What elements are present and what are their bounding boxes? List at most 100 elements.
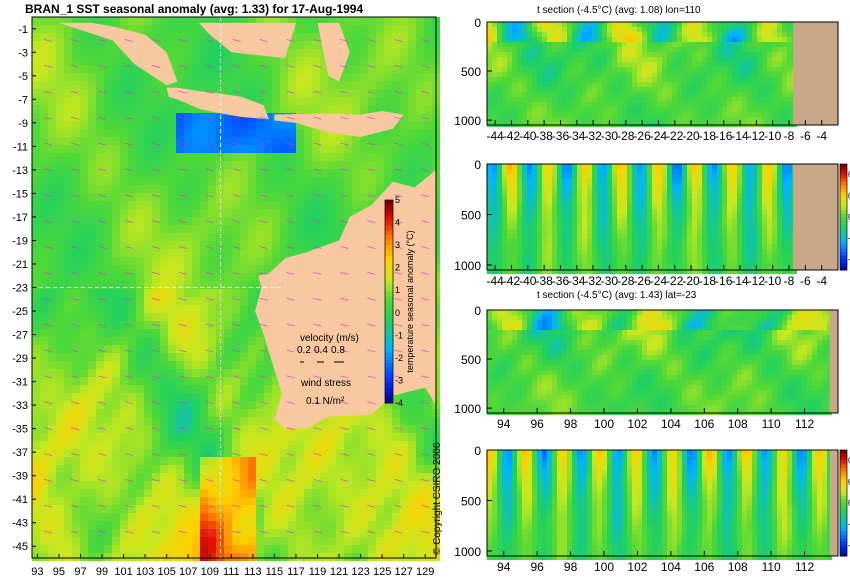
- wind-arrow: [178, 504, 187, 508]
- wind-arrow: [313, 168, 322, 172]
- wind-arrow: [340, 349, 349, 353]
- wind-arrow: [205, 297, 214, 301]
- depth-tick-label: 0: [474, 304, 481, 318]
- wind-arrow: [205, 142, 214, 146]
- wind-arrow: [151, 39, 160, 42]
- lon-tick-label: 97: [74, 566, 86, 578]
- wind-arrow: [205, 478, 214, 482]
- wind-arrow: [178, 142, 187, 146]
- wind-arrow: [97, 478, 107, 482]
- wind-arrow: [44, 116, 53, 120]
- wind-arrow: [232, 297, 241, 301]
- wind-arrow: [232, 271, 241, 275]
- wind-arrow: [97, 116, 107, 120]
- lat-tick-label: -13: [12, 165, 28, 177]
- section-x-tick-label: -38: [535, 129, 553, 143]
- section-x-tick-label: -22: [666, 129, 684, 143]
- wind-arrow: [421, 116, 430, 120]
- depth-tick-label: 1000: [454, 114, 481, 128]
- wind-arrow: [313, 220, 322, 224]
- wind-arrow: [44, 90, 53, 94]
- lon-tick-label: 95: [53, 566, 65, 578]
- lat-tick-label: -1: [18, 24, 28, 36]
- copyright-text: © Copyright CSIRO 2006: [432, 442, 443, 555]
- wind-arrow: [97, 297, 107, 301]
- wind-arrow: [394, 530, 403, 534]
- section-x-tick-label: -32: [584, 274, 602, 288]
- wind-arrow: [232, 530, 241, 534]
- wind-arrow: [124, 427, 134, 431]
- wind-arrow: [232, 116, 241, 120]
- wind-arrow: [259, 65, 268, 68]
- wind-arrow: [340, 323, 349, 327]
- colorbar-tick-label: -2: [395, 353, 403, 363]
- section-field: [487, 22, 797, 127]
- wind-arrow: [124, 297, 134, 301]
- wind-arrow: [205, 453, 214, 456]
- wind-arrow: [286, 39, 295, 42]
- lat-tick-label: -39: [12, 471, 28, 483]
- wind-arrow: [394, 116, 403, 120]
- depth-tick-label: 0: [474, 16, 481, 30]
- section-x-tick-label: 110: [762, 560, 781, 574]
- section-x-tick-label: -34: [568, 129, 586, 143]
- wind-arrow: [421, 375, 430, 379]
- wind-arrow: [340, 427, 349, 431]
- velocity-colorbar-tick: 0.2: [848, 191, 850, 201]
- wind-arrow: [340, 220, 349, 224]
- wind-arrow: [259, 246, 268, 249]
- wind-arrow: [259, 142, 268, 146]
- velocity-colorbar-tick: -0.4: [848, 540, 850, 550]
- wind-arrow: [124, 349, 134, 353]
- wind-arrow: [313, 65, 322, 68]
- wind-arrow: [421, 349, 430, 353]
- section-x-tick-label: -26: [633, 129, 651, 143]
- wind-arrow: [394, 90, 403, 94]
- depth-tick-label: 1000: [454, 402, 481, 416]
- wind-arrow: [367, 246, 376, 249]
- lat-tick-label: -41: [12, 494, 28, 506]
- section-x-tick-label: 96: [530, 560, 544, 574]
- lon-tick-label: 93: [31, 566, 43, 578]
- wind-arrow: [394, 453, 403, 456]
- wind-arrow: [44, 65, 53, 68]
- wind-arrow: [124, 90, 134, 94]
- section-x-tick-label: -36: [552, 274, 570, 288]
- wind-arrow: [286, 453, 295, 456]
- wind-arrow: [178, 116, 187, 120]
- section-x-tick-label: -18: [699, 274, 717, 288]
- wind-arrow: [313, 297, 322, 301]
- wind-arrow: [70, 116, 80, 120]
- wind-arrow: [286, 194, 295, 198]
- wind-arrow: [232, 65, 241, 68]
- wind-arrow: [313, 401, 322, 405]
- wind-arrow: [259, 504, 268, 508]
- wind-arrow: [178, 194, 187, 198]
- wind-arrow: [421, 271, 430, 275]
- wind-arrow: [124, 116, 134, 120]
- wind-arrow: [70, 246, 80, 249]
- wind-legend-value: 0.1 N/m²: [306, 396, 345, 407]
- wind-arrow: [367, 220, 376, 224]
- wind-arrow: [394, 349, 403, 353]
- section-x-tick-label: -36: [552, 129, 570, 143]
- wind-arrow: [232, 453, 241, 456]
- wind-arrow: [259, 453, 268, 456]
- wind-arrow: [367, 142, 376, 146]
- wind-arrow: [340, 530, 349, 534]
- wind-arrow: [44, 246, 53, 249]
- wind-arrow: [340, 401, 349, 405]
- wind-arrow: [313, 90, 322, 94]
- section-x-tick-label: 106: [694, 560, 714, 574]
- wind-arrow: [394, 478, 403, 482]
- wind-arrow: [286, 349, 295, 353]
- wind-arrow: [259, 530, 268, 534]
- colorbar-tick-label: 0: [395, 308, 400, 318]
- wind-arrow: [394, 271, 403, 275]
- velocity-colorbar-tick: 0.4: [848, 456, 850, 466]
- section-x-tick-label: -42: [503, 129, 521, 143]
- wind-arrow: [286, 401, 295, 405]
- wind-arrow: [124, 142, 134, 146]
- section-x-tick-label: 112: [795, 560, 814, 574]
- wind-arrow: [367, 90, 376, 94]
